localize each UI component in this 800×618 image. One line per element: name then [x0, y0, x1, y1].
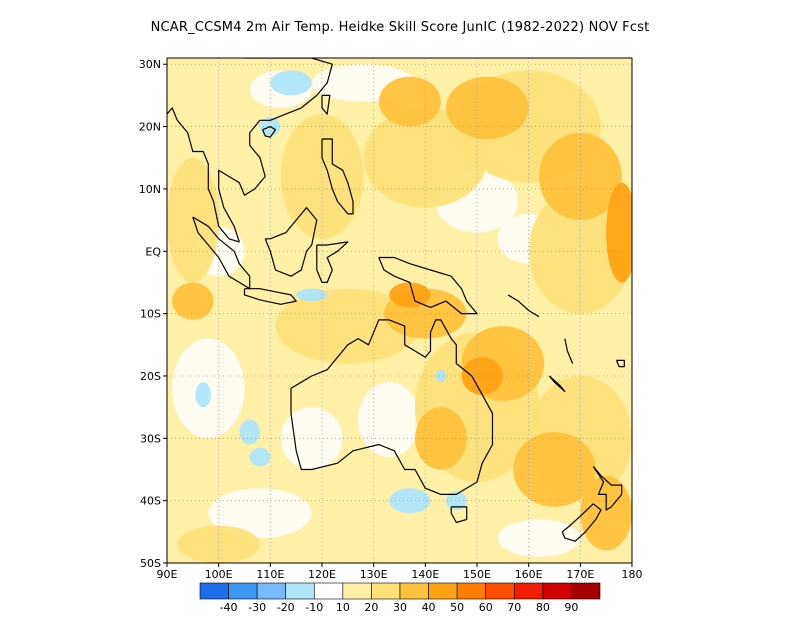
colorbar-label: 50: [450, 601, 464, 614]
colorbar-label: -20: [277, 601, 295, 614]
lat-tick-label: 20N: [139, 121, 161, 134]
philippines-coast: [321, 138, 354, 215]
lon-tick-label: 150E: [463, 568, 491, 581]
field-patch-neg10-8: [296, 288, 328, 302]
lon-tick-label: 100E: [205, 568, 233, 581]
new-zealand-south: [561, 503, 602, 542]
new-guinea-coast: [378, 256, 478, 315]
taiwan-coast: [321, 94, 331, 115]
colorbar-swatch: [571, 582, 601, 600]
australia-coast: [290, 319, 494, 495]
colorbar-swatch: [342, 582, 372, 600]
colorbar-swatch: [513, 582, 544, 600]
field-patch-30-2: [539, 132, 622, 221]
lat-tick-label: 10N: [139, 183, 161, 196]
colorbar-label: 90: [564, 601, 578, 614]
lat-tick-label: EQ: [145, 245, 161, 258]
colorbar-swatch: [542, 582, 572, 600]
lon-tick-label: 90E: [157, 568, 178, 581]
field-patch-20-0: [167, 157, 219, 283]
field-patch-30-3: [172, 282, 214, 320]
colorbar-label: 80: [536, 601, 550, 614]
colorbar-label: -10: [305, 601, 323, 614]
colorbar: -40 -30 -20 -10 10 20 30 40 50 60 70 80 90: [199, 582, 601, 614]
colorbar-label: 10: [336, 601, 350, 614]
field-patch-30-6: [415, 407, 467, 470]
field-patch-neg10-5: [389, 488, 431, 514]
lat-tick-label: 30N: [139, 58, 161, 71]
colorbar-swatch: [399, 582, 429, 600]
grid-lines: [167, 58, 632, 563]
colorbar-swatch: [256, 582, 287, 600]
field-patch-40-0: [606, 182, 632, 283]
field-patch-neg10-6: [446, 491, 467, 511]
map-title: NCAR_CCSM4 2m Air Temp. Heidke Skill Sco…: [150, 20, 650, 35]
java-coast: [243, 288, 297, 305]
field-patch-10-7: [358, 382, 421, 458]
field-patch-30-1: [446, 76, 529, 140]
new-caledonia: [548, 375, 566, 393]
vanuatu: [564, 338, 574, 364]
colorbar-swatch: [285, 582, 315, 600]
field-patch-neg10-0: [270, 70, 312, 96]
asia-coast: [167, 58, 333, 243]
plot-frame: [166, 57, 633, 564]
field-patch-10-9: [497, 519, 581, 557]
field-patch-30-0: [378, 76, 441, 127]
axis-ticks: 90E 100E 110E 120E 130E 140E 150E 160E 170E 180 30…: [139, 58, 643, 581]
lat-tick-label: 40S: [140, 495, 161, 508]
lon-tick-label: 180: [622, 568, 643, 581]
lon-tick-label: 130E: [360, 568, 388, 581]
colorbar-swatch: [199, 582, 229, 600]
field-patch-20-4: [528, 188, 632, 314]
field-patch-neg10-7: [435, 369, 447, 383]
hainan-coast: [262, 126, 277, 138]
field-patch-40-1: [389, 282, 431, 308]
fiji: [615, 359, 625, 368]
tasmania-coast: [450, 506, 468, 524]
lon-tick-label: 170E: [566, 568, 594, 581]
colorbar-label: 70: [507, 601, 521, 614]
field-patch-neg10-3: [239, 419, 260, 445]
colorbar-label: -30: [248, 601, 266, 614]
lon-tick-label: 160E: [515, 568, 543, 581]
field-patch-20-1: [280, 114, 364, 239]
colorbar-swatch: [313, 582, 344, 600]
field-patch-10-8: [208, 488, 312, 539]
lat-tick-label: 50S: [140, 557, 161, 570]
field-patch-30-8: [580, 475, 632, 551]
field-patch-20-8: [177, 525, 260, 563]
shaded-field: [167, 58, 632, 563]
field-patch-neg10-4: [249, 447, 271, 467]
lat-tick-label: 20S: [140, 370, 161, 383]
field-patch-30-7: [513, 432, 596, 507]
lat-tick-label: 30S: [140, 432, 161, 445]
field-patch-20-2: [363, 107, 488, 208]
colorbar-swatch: [228, 582, 258, 600]
lon-tick-label: 140E: [411, 568, 439, 581]
colorbar-swatch: [485, 582, 515, 600]
colorbar-label: -40: [220, 601, 238, 614]
lon-tick-label: 110E: [256, 568, 284, 581]
colorbar-label: 30: [393, 601, 407, 614]
borneo-coast: [264, 207, 318, 277]
lon-tick-label: 120E: [308, 568, 336, 581]
sulawesi-coast: [316, 241, 349, 283]
new-zealand-north: [592, 466, 623, 511]
colorbar-swatch: [371, 582, 401, 600]
coastlines: [167, 58, 625, 542]
field-patch-40-2: [461, 357, 503, 395]
colorbar-label: 20: [364, 601, 378, 614]
solomon-islands: [507, 294, 540, 318]
colorbar-label: 60: [479, 601, 493, 614]
field-patch-neg10-2: [195, 382, 211, 408]
lat-tick-label: 10S: [140, 308, 161, 321]
colorbar-label: 40: [422, 601, 436, 614]
colorbar-swatch: [456, 582, 487, 600]
colorbar-swatch: [428, 582, 458, 600]
field-patch-20-5: [275, 288, 421, 364]
